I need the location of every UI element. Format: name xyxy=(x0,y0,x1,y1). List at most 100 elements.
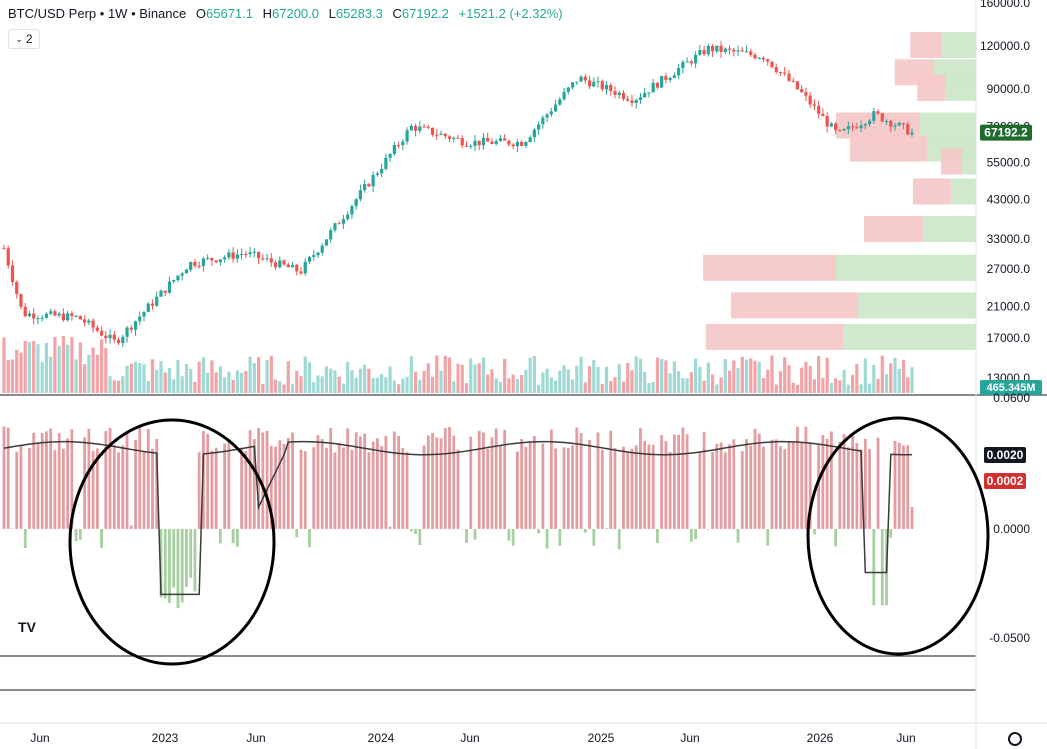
indicator-histogram-bar xyxy=(121,445,125,529)
candle-body xyxy=(384,157,388,169)
candle-body xyxy=(668,77,672,80)
volume-bar xyxy=(44,343,49,393)
volume-bar xyxy=(235,370,239,393)
candle-body xyxy=(749,51,753,55)
indicator-histogram-bar xyxy=(299,449,303,529)
candle-body xyxy=(184,269,189,274)
candle-body xyxy=(447,136,452,139)
volume-bar xyxy=(494,378,498,393)
volume-bar xyxy=(282,384,286,393)
indicator-hist-value: 0.0002 xyxy=(987,474,1024,488)
candle-body xyxy=(375,173,379,175)
candle-body xyxy=(142,311,146,317)
volume-bar xyxy=(553,380,558,393)
symbol-legend[interactable]: BTC/USD Perp • 1W • Binance O65671.1 H67… xyxy=(8,6,563,21)
open-value: 65671.1 xyxy=(206,6,253,21)
candle-body xyxy=(757,57,761,59)
symbol-name[interactable]: BTC/USD Perp xyxy=(8,6,97,21)
candle-body xyxy=(261,258,265,260)
indicator-histogram-bar xyxy=(863,438,867,529)
indicator-histogram-bar xyxy=(308,528,311,548)
volume-bar xyxy=(651,381,655,393)
volume-bar xyxy=(558,370,562,393)
volume-bar xyxy=(524,369,528,393)
candle-body xyxy=(664,75,668,80)
candle-body xyxy=(307,256,312,262)
indicator-histogram-bar xyxy=(159,528,163,598)
volume-bar xyxy=(710,374,715,393)
indicator-histogram-bar xyxy=(337,442,341,529)
indicator-histogram-bar xyxy=(846,447,850,529)
indicator-histogram-bar xyxy=(745,439,748,529)
volume-bar xyxy=(761,378,766,393)
candle-body xyxy=(324,239,329,246)
indicator-histogram-bar xyxy=(36,443,40,529)
indicator-histogram-bar xyxy=(291,432,294,529)
indicator-histogram-bar xyxy=(316,435,320,529)
indicator-histogram-bar xyxy=(312,447,316,529)
candle-body xyxy=(206,258,210,260)
candle-body xyxy=(197,265,201,267)
candle-body xyxy=(638,97,643,101)
volume-bar xyxy=(498,381,503,393)
price-axis-tick: 17000.0 xyxy=(987,331,1031,345)
candle-body xyxy=(706,45,710,55)
indicator-histogram-bar xyxy=(545,528,549,549)
candle-body xyxy=(558,99,562,105)
volume-bar xyxy=(316,375,320,393)
candle-body xyxy=(57,313,61,316)
candle-body xyxy=(893,125,897,127)
volume-bar xyxy=(329,368,333,393)
volume-bar xyxy=(850,374,855,393)
candle-body xyxy=(753,54,757,59)
volume-bar xyxy=(634,356,638,393)
volume-bar xyxy=(443,355,447,393)
annotation-ellipse-right[interactable] xyxy=(806,416,990,656)
volume-bar xyxy=(774,384,778,393)
candle-body xyxy=(218,259,222,263)
indicator-histogram-bar xyxy=(910,507,914,529)
candle-body xyxy=(715,45,719,52)
candle-body xyxy=(278,260,282,268)
candle-body xyxy=(456,137,460,139)
tradingview-logo-icon[interactable]: TV xyxy=(18,619,36,635)
candle-body xyxy=(155,296,159,306)
indicator-histogram-bar xyxy=(808,442,812,529)
indicator-histogram-bar xyxy=(172,528,176,588)
indicator-toggle-button[interactable]: ⌄ 2 xyxy=(8,29,40,49)
candle-body xyxy=(838,130,842,132)
candle-body xyxy=(507,140,511,145)
candle-body xyxy=(422,126,426,128)
indicator-histogram-bar xyxy=(214,447,218,529)
volume-bar xyxy=(290,384,295,393)
volume-bar xyxy=(787,365,791,393)
candle-body xyxy=(129,327,133,330)
candle-body xyxy=(15,281,19,294)
candle-body xyxy=(766,59,770,62)
indicator-histogram-bar xyxy=(664,441,668,529)
volume-bar xyxy=(630,370,634,393)
candle-body xyxy=(337,223,341,225)
indicator-histogram-bar xyxy=(155,439,159,529)
volume-bar xyxy=(859,384,863,393)
candle-body xyxy=(583,76,587,81)
volume-bar xyxy=(834,378,838,393)
candle-body xyxy=(727,48,732,50)
volume-bar xyxy=(201,357,206,393)
volume-bar xyxy=(70,337,74,393)
volume-bar xyxy=(846,384,850,393)
candle-body xyxy=(804,92,808,96)
candle-body xyxy=(371,174,375,187)
indicator-histogram-bar xyxy=(813,528,816,535)
gear-icon[interactable] xyxy=(1008,732,1022,746)
annotation-ellipse-left[interactable] xyxy=(68,418,276,666)
candle-body xyxy=(545,114,549,118)
volume-bar xyxy=(490,369,494,393)
volume-badge xyxy=(980,380,1042,395)
candle-body xyxy=(596,81,600,83)
indicator-histogram-bar xyxy=(804,426,808,529)
indicator-histogram-bar xyxy=(600,449,604,529)
time-axis-tick: Jun xyxy=(896,731,915,745)
time-axis-tick: Jun xyxy=(30,731,49,745)
